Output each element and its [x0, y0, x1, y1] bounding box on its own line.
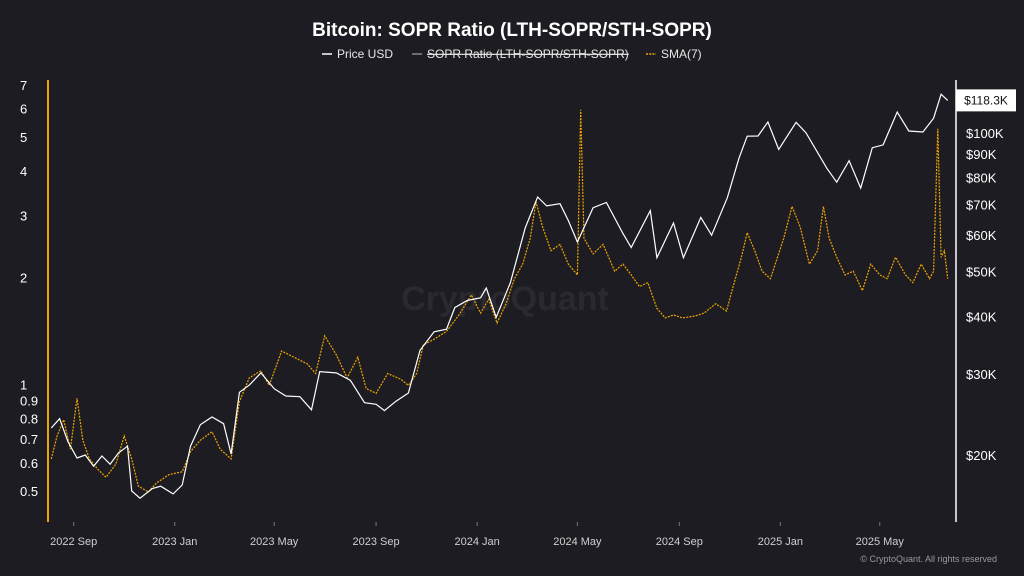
y-left-tick-label: 7 — [20, 78, 27, 93]
y-right-tick-label: $80K — [966, 171, 997, 186]
x-tick-label: 2024 May — [553, 536, 602, 548]
y-left-tick-label: 0.6 — [20, 456, 38, 471]
legend-label: Price USD — [337, 47, 393, 61]
legend-label: SMA(7) — [661, 47, 702, 61]
legend[interactable]: Price USD SOPR Ratio (LTH-SOPR/STH-SOPR) S… — [322, 47, 702, 61]
y-right-axis: $20K $30K $40K $50K $60K $70K $80K $90K $100K — [966, 126, 1004, 463]
y-right-tick-label: $20K — [966, 448, 997, 463]
x-tick-label: 2024 Jan — [455, 536, 500, 548]
x-tick-label: 2023 Sep — [353, 536, 400, 548]
y-right-tick-label: $70K — [966, 197, 997, 212]
plot-area[interactable] — [50, 93, 949, 499]
legend-label: SOPR Ratio (LTH-SOPR/STH-SOPR) — [427, 47, 629, 61]
y-left-tick-label: 1 — [20, 377, 27, 392]
x-tick-label: 2023 May — [250, 536, 299, 548]
copyright-text: © CryptoQuant. All rights reserved — [860, 554, 997, 564]
y-left-tick-label: 2 — [20, 271, 27, 286]
y-left-tick-label: 4 — [20, 164, 27, 179]
legend-item-price-usd[interactable]: Price USD — [322, 47, 393, 61]
y-left-tick-label: 0.7 — [20, 432, 38, 447]
y-left-tick-label: 5 — [20, 130, 27, 145]
y-left-tick-label: 0.9 — [20, 394, 38, 409]
y-left-tick-label: 3 — [20, 208, 27, 223]
y-right-tick-label: $100K — [966, 126, 1004, 141]
x-tick-label: 2025 May — [856, 536, 905, 548]
x-tick-label: 2024 Sep — [656, 536, 703, 548]
price-usd-line — [50, 93, 949, 499]
x-axis: 2022 Sep 2023 Jan 2023 May 2023 Sep 2024 Jan… — [50, 522, 904, 548]
y-right-tick-label: $30K — [966, 367, 997, 382]
legend-item-sma7[interactable]: SMA(7) — [646, 47, 702, 61]
last-price-badge: $118.3K — [956, 89, 1016, 112]
y-right-tick-label: $50K — [966, 265, 997, 280]
chart-title: Bitcoin: SOPR Ratio (LTH-SOPR/STH-SOPR) — [312, 20, 712, 41]
y-left-tick-label: 6 — [20, 102, 27, 117]
y-left-tick-label: 0.5 — [20, 484, 38, 499]
x-tick-label: 2025 Jan — [758, 536, 803, 548]
y-right-tick-label: $40K — [966, 309, 997, 324]
watermark-logo: CryptoQuant — [401, 280, 609, 318]
y-left-tick-label: 0.8 — [20, 412, 38, 427]
y-right-tick-label: $90K — [966, 147, 997, 162]
x-tick-label: 2022 Sep — [50, 536, 97, 548]
last-price-badge-bg — [956, 89, 1016, 112]
legend-item-sopr-ratio[interactable]: SOPR Ratio (LTH-SOPR/STH-SOPR) — [412, 47, 629, 61]
last-price-badge-label: $118.3K — [964, 93, 1008, 107]
x-tick-label: 2023 Jan — [152, 536, 197, 548]
y-right-tick-label: $60K — [966, 228, 997, 243]
y-left-axis: 0.5 0.6 0.7 0.8 0.9 1 2 3 4 5 6 7 — [20, 78, 38, 499]
